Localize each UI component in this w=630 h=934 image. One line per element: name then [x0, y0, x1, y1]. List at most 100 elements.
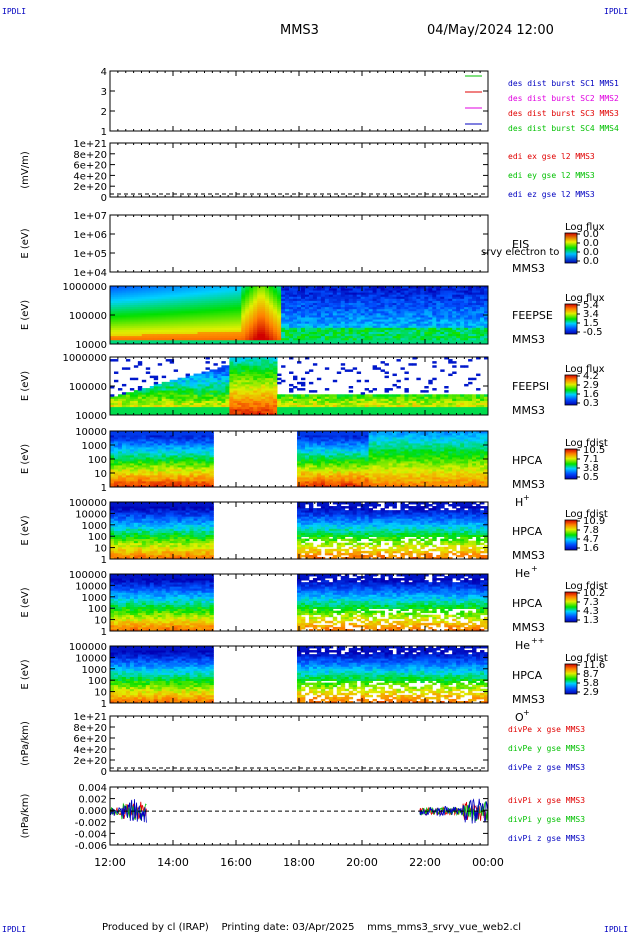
spectrogram-cell — [189, 298, 194, 301]
spectrogram-cell — [189, 306, 194, 310]
spectrogram-cell — [205, 339, 210, 343]
spectrogram-cell — [110, 290, 115, 293]
spectrogram-cell — [416, 377, 421, 381]
spectrogram-cell — [125, 306, 131, 310]
spectrogram-cell — [269, 321, 274, 324]
spectrogram-cell — [129, 290, 135, 293]
legend-label: des dist burst SC1 MMS1 — [508, 79, 619, 88]
spectrogram-cell — [149, 298, 155, 301]
spectrogram-cell — [312, 288, 318, 291]
spectrogram-cell — [285, 323, 290, 326]
spectrogram-cell — [368, 341, 374, 345]
spectrogram-cell — [448, 373, 453, 377]
spectrogram-cell — [261, 321, 266, 324]
spectrogram-cell — [201, 312, 206, 316]
spectrogram-cell — [289, 296, 294, 299]
spectrogram-cell — [253, 327, 258, 330]
plot-frame — [109, 70, 489, 132]
spectrogram-cell — [344, 317, 350, 320]
spectrogram-cell — [173, 339, 179, 343]
spectrogram-cell — [157, 294, 163, 297]
spectrogram-cell — [189, 325, 194, 328]
spectrogram-cell — [149, 337, 155, 341]
spectrogram-cell — [304, 310, 310, 314]
spectrogram-cell — [289, 383, 294, 387]
spectrogram-cell — [141, 317, 147, 320]
corner-mark-bl: IPDLI — [2, 925, 26, 934]
spectrogram-cell — [165, 335, 171, 339]
spectrogram-cell — [261, 325, 266, 328]
spectrogram-cell — [129, 388, 135, 391]
spectrogram-cell — [213, 302, 218, 306]
spectrogram-cell — [117, 394, 123, 397]
plot-frame — [109, 142, 489, 198]
spectrogram-cell — [300, 306, 306, 310]
spectrogram-cell — [137, 325, 143, 328]
spectrogram-cell — [432, 394, 437, 397]
spectrogram-cell — [360, 319, 366, 322]
spectrogram-cell — [121, 392, 127, 395]
spectrogram-cell — [372, 365, 377, 368]
spectrogram-cell — [201, 329, 206, 332]
spectrogram-cell — [340, 323, 346, 326]
spectrogram-cell — [312, 329, 318, 332]
spectrogram-cell — [408, 363, 413, 366]
spectrogram-cell — [149, 286, 155, 289]
spectrogram-cell — [185, 373, 190, 377]
spectrogram-cell — [344, 286, 350, 289]
spectrogram-cell — [261, 339, 266, 343]
spectrogram-cell — [129, 286, 135, 289]
spectrogram-cell — [129, 325, 135, 328]
spectrogram-feepsi — [110, 357, 489, 416]
spectrogram-cell — [392, 383, 397, 387]
spectrogram-cell — [297, 306, 302, 310]
spectrogram-cell — [185, 304, 190, 308]
spectrogram-cell — [257, 312, 262, 316]
spectrogram-cell — [189, 331, 194, 335]
spectrogram-cell — [348, 321, 354, 324]
spectrogram-cell — [308, 335, 314, 339]
spectrogram-cell — [177, 286, 183, 289]
spectrogram-cell — [348, 298, 354, 301]
spectrogram-cell — [245, 290, 250, 293]
spectrogram-cell — [233, 323, 238, 326]
spectrogram-cell — [344, 341, 350, 345]
spectrogram-cell — [352, 337, 358, 341]
spectrogram-cell — [316, 292, 322, 295]
spectrogram-cell — [352, 315, 358, 318]
spectrogram-cell — [221, 335, 226, 339]
spectrogram-cell — [229, 341, 234, 345]
spectrogram-cell — [344, 333, 350, 337]
spectrogram-cell — [213, 321, 218, 324]
spectrogram-cell — [197, 304, 202, 308]
spectrogram-cell — [416, 394, 421, 397]
spectrogram-cell — [149, 292, 155, 295]
spectrogram-cell — [133, 329, 139, 332]
spectrogram-cell — [281, 292, 286, 295]
spectrogram-cell — [368, 333, 374, 337]
spectrogram-cell — [113, 321, 119, 324]
spectrogram-cell — [356, 302, 362, 306]
spectrogram-cell — [209, 317, 214, 320]
spectrogram-cell — [273, 312, 278, 316]
spectrogram-cell — [221, 333, 226, 337]
spectrogram-cell — [312, 321, 318, 324]
spectrogram-cell — [332, 292, 338, 295]
spectrogram-cell — [129, 331, 135, 335]
spectrogram-cell — [245, 319, 250, 322]
spectrogram-cell — [300, 308, 306, 312]
spectrogram-cell — [241, 300, 246, 303]
spectrogram-cell — [281, 331, 286, 335]
spectrogram-cell — [145, 292, 151, 295]
spectrogram-cell — [476, 388, 481, 391]
spectrogram-cell — [348, 390, 354, 393]
spectrogram-cell — [269, 294, 274, 297]
spectrogram-cell — [229, 302, 234, 306]
spectrogram-cell — [161, 317, 167, 320]
spectrogram-cell — [181, 296, 186, 299]
spectrogram-cell — [293, 327, 298, 330]
spectrogram-cell — [165, 333, 171, 337]
spectrogram-cell — [221, 312, 226, 316]
spectrogram-cell — [320, 308, 326, 312]
spectrogram-cell — [205, 367, 210, 370]
